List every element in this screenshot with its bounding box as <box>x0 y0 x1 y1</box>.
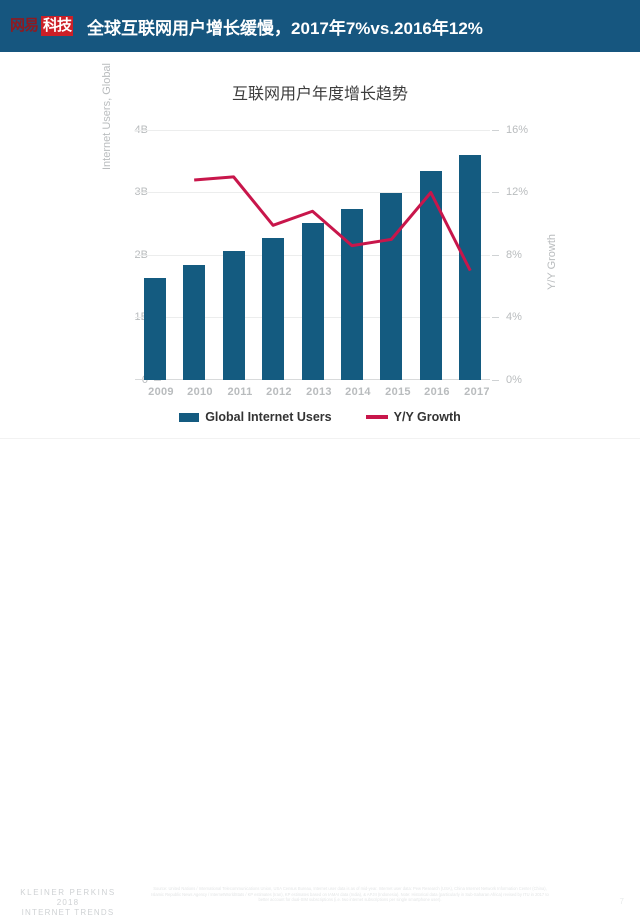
x-axis-tick-2017: 2017 <box>464 386 490 398</box>
tickmark-right-0 <box>492 380 499 381</box>
tickmark-right-3 <box>492 192 499 193</box>
logo-text-tech: 科技 <box>41 16 74 36</box>
x-axis-tick-2009: 2009 <box>148 386 174 398</box>
source-note: Source: United Nations / International T… <box>151 886 549 903</box>
legend-item-global-internet-users[interactable]: Global Internet Users <box>179 410 332 424</box>
y-axis-right-title: Y/Y Growth <box>546 233 558 290</box>
legend-label-global-internet-users: Global Internet Users <box>205 410 332 424</box>
y-axis-right-tick-2: 8% <box>506 249 522 261</box>
x-axis-tick-2010: 2010 <box>187 386 213 398</box>
kp-logo-line1: KLEINER PERKINS <box>20 888 116 897</box>
y-axis-right-tick-0: 0% <box>506 374 522 386</box>
bar-2016 <box>419 170 442 380</box>
header-bar: 网易 科技 全球互联网用户增长缓慢，2017年7%vs.2016年12% <box>0 0 640 52</box>
chart-legend: Global Internet Users Y/Y Growth <box>0 410 640 424</box>
bar-2011 <box>222 250 245 380</box>
tickmark-right-4 <box>492 130 499 131</box>
x-axis-tick-2014: 2014 <box>345 386 371 398</box>
y-axis-right-tick-1: 4% <box>506 311 522 323</box>
bar-series-global-internet-users <box>135 130 490 380</box>
legend-bar-swatch-icon <box>179 412 200 422</box>
bar-2012 <box>262 238 285 380</box>
bar-2013 <box>301 222 324 380</box>
x-axis-tick-2011: 2011 <box>227 386 253 398</box>
bar-2009 <box>143 278 166 380</box>
bar-2010 <box>183 265 206 380</box>
legend-item-yy-growth[interactable]: Y/Y Growth <box>365 410 461 424</box>
kleiner-perkins-logo: KLEINER PERKINS 2018 INTERNET TRENDS <box>8 888 128 918</box>
y-axis-left-title: Internet Users, Global <box>101 63 113 170</box>
chart-title: 互联网用户年度增长趋势 <box>231 86 408 103</box>
line-series-yy-growth <box>135 130 490 380</box>
x-axis-tick-2012: 2012 <box>266 386 292 398</box>
x-axis-tick-2016: 2016 <box>424 386 450 398</box>
netease-tech-logo: 网易 科技 <box>10 16 74 36</box>
gridline-4 <box>135 130 490 131</box>
bar-2014 <box>340 209 363 380</box>
footer: KLEINER PERKINS 2018 INTERNET TRENDS Sou… <box>0 438 640 917</box>
page-title: 全球互联网用户增长缓慢，2017年7%vs.2016年12% <box>87 18 483 38</box>
tickmark-left-0 <box>154 380 161 381</box>
x-axis-tick-2013: 2013 <box>306 386 332 398</box>
logo-text-netease: 网易 <box>10 17 39 34</box>
y-axis-right-tick-4: 16% <box>506 124 529 136</box>
y-axis-right-tick-3: 12% <box>506 186 529 198</box>
plot-area <box>135 130 490 380</box>
kp-logo-line2: 2018 <box>56 898 80 907</box>
tickmark-right-1 <box>492 317 499 318</box>
y-axis-left-tick-0: 0 <box>141 374 148 386</box>
x-axis-tick-2015: 2015 <box>385 386 411 398</box>
yy-growth-polyline <box>194 177 470 271</box>
page-number: 7 <box>619 897 624 906</box>
gridline-3 <box>135 192 490 193</box>
legend-label-yy-growth: Y/Y Growth <box>393 410 461 424</box>
tickmark-right-2 <box>492 255 499 256</box>
kp-logo-line3: INTERNET TRENDS <box>21 908 115 917</box>
legend-line-swatch-icon <box>365 415 388 419</box>
